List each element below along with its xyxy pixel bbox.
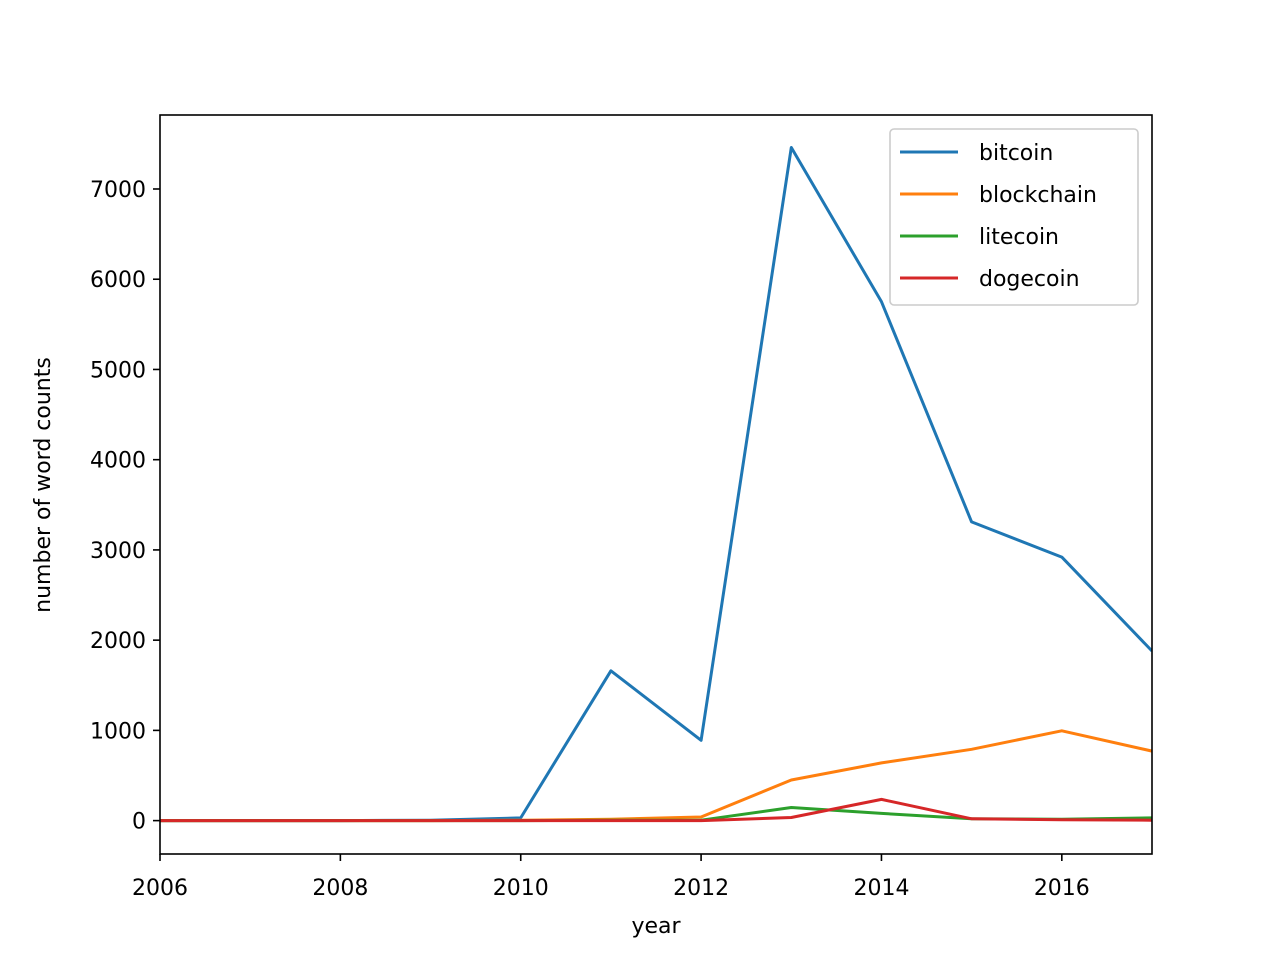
legend-label-dogecoin: dogecoin — [979, 267, 1080, 292]
y-tick-label: 5000 — [90, 358, 146, 383]
x-axis-title: year — [631, 914, 681, 939]
y-tick-label: 7000 — [90, 178, 146, 203]
plot-frame — [159, 114, 1153, 855]
legend-label-litecoin: litecoin — [979, 225, 1059, 250]
y-tick-label: 4000 — [90, 449, 146, 474]
x-axis: 2006 2008 2010 2012 2014 2016 — [132, 854, 1090, 901]
y-tick-label: 3000 — [90, 539, 146, 564]
x-tick-label: 2016 — [1034, 876, 1090, 901]
x-tick-label: 2010 — [493, 876, 549, 901]
y-tick-label: 0 — [132, 810, 146, 835]
y-tick-label: 1000 — [90, 719, 146, 744]
series-line-dogecoin — [160, 797, 1152, 823]
x-tick-label: 2008 — [312, 876, 368, 901]
legend: bitcoin blockchain litecoin dogecoin — [889, 128, 1139, 306]
plot-lines — [160, 146, 1152, 823]
x-tick-label: 2012 — [673, 876, 729, 901]
y-tick-label: 2000 — [90, 629, 146, 654]
y-axis: 0 1000 2000 3000 4000 5000 6000 7000 — [90, 178, 160, 835]
y-tick-label: 6000 — [90, 268, 146, 293]
legend-box — [889, 128, 1139, 306]
x-tick-label: 2006 — [132, 876, 188, 901]
series-line-blockchain — [160, 729, 1152, 823]
legend-label-blockchain: blockchain — [979, 183, 1097, 208]
legend-label-bitcoin: bitcoin — [979, 141, 1053, 166]
y-axis-title: number of word counts — [31, 357, 56, 613]
x-tick-label: 2014 — [853, 876, 909, 901]
